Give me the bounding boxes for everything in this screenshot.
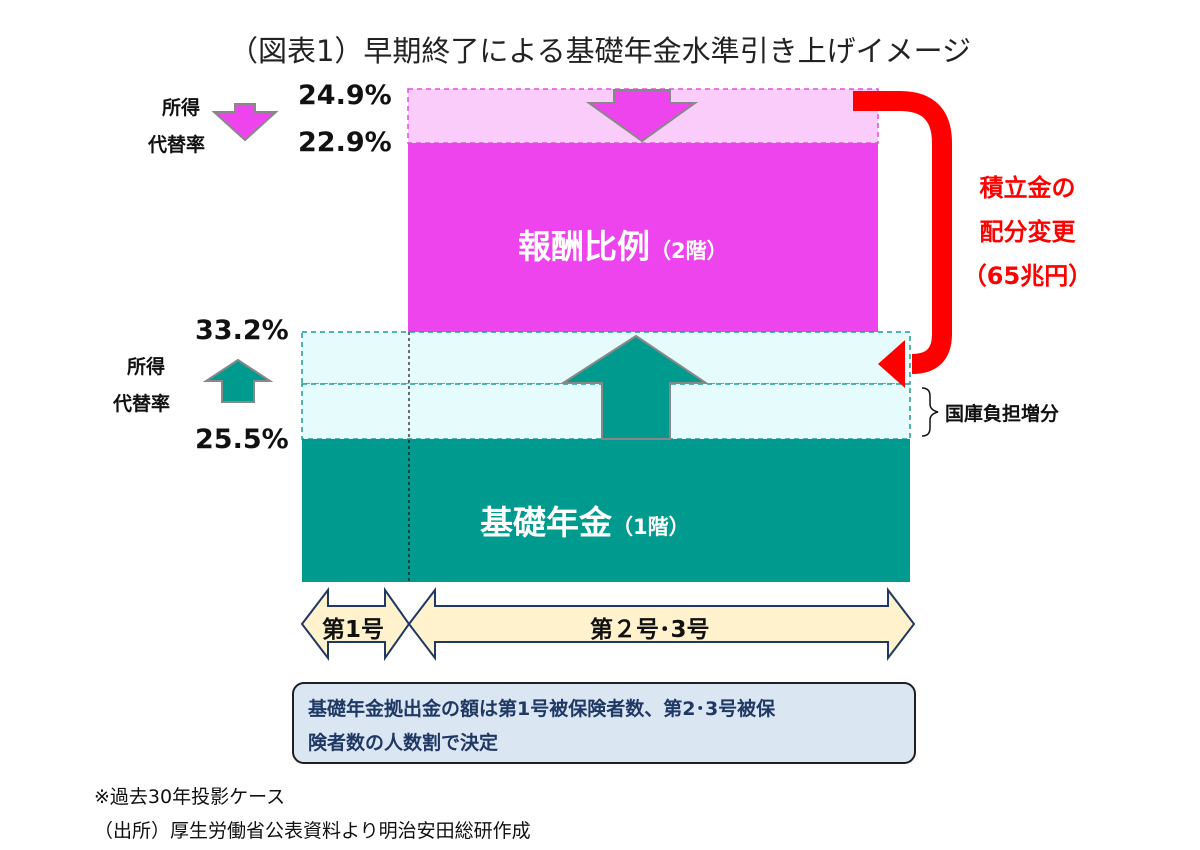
- transfer-arrow-head: [878, 340, 905, 388]
- earnings-related-label: 報酬比例（2階）: [518, 220, 728, 268]
- earnings-related-block: [408, 143, 878, 333]
- treasury-brace: [921, 387, 939, 437]
- transfer-label: 積立金の 配分変更 （65兆円）: [955, 166, 1100, 298]
- earnings-related-main: 報酬比例: [518, 227, 650, 266]
- earnings-related-sub: （2階）: [650, 239, 728, 263]
- transfer-arrow-body: [853, 91, 952, 374]
- note-line-1: 基礎年金拠出金の額は第1号被保険者数、第2･3号被保: [308, 698, 776, 720]
- first-insured-label: 第1号: [322, 617, 385, 643]
- reduction-arrow: [585, 89, 699, 143]
- lower-side-label-1: 所得: [127, 356, 166, 378]
- upper-side-down-arrow: [211, 103, 279, 142]
- footnote-1: ※過去30年投影ケース: [94, 786, 286, 808]
- lower-pct-after: 33.2%: [195, 315, 289, 346]
- treasury-increase-label: 国庫負担増分: [945, 403, 1060, 425]
- lower-pct-before: 25.5%: [195, 424, 289, 455]
- basic-pension-sub: （1階）: [612, 515, 690, 539]
- footnote-2: （出所）厚生労働省公表資料より明治安田総研作成: [94, 820, 531, 842]
- note-line-2: 険者数の人数割で決定: [308, 732, 499, 754]
- increase-arrow: [559, 334, 710, 440]
- lower-side-up-arrow: [202, 358, 274, 403]
- upper-side-label-1: 所得: [162, 97, 201, 119]
- transfer-label-line1: 積立金の: [979, 174, 1076, 202]
- lower-side-label-2: 代替率: [113, 393, 171, 415]
- transfer-label-line2: 配分変更: [979, 218, 1076, 246]
- upper-side-label-2: 代替率: [148, 134, 206, 156]
- transfer-label-line3: （65兆円）: [962, 262, 1093, 290]
- chart-title: （図表1）早期終了による基礎年金水準引き上げイメージ: [228, 34, 971, 68]
- basic-pension-block: [302, 439, 910, 582]
- note-box: 基礎年金拠出金の額は第1号被保険者数、第2･3号被保 険者数の人数割で決定: [292, 682, 916, 764]
- second-third-insured-arrow: [407, 587, 916, 661]
- second-third-insured-label: 第２号･3号: [590, 617, 710, 643]
- upper-pct-before: 24.9%: [298, 80, 392, 111]
- upper-pct-after: 22.9%: [298, 127, 392, 158]
- basic-pension-label: 基礎年金（1階）: [480, 496, 690, 544]
- basic-pension-main: 基礎年金: [480, 503, 612, 542]
